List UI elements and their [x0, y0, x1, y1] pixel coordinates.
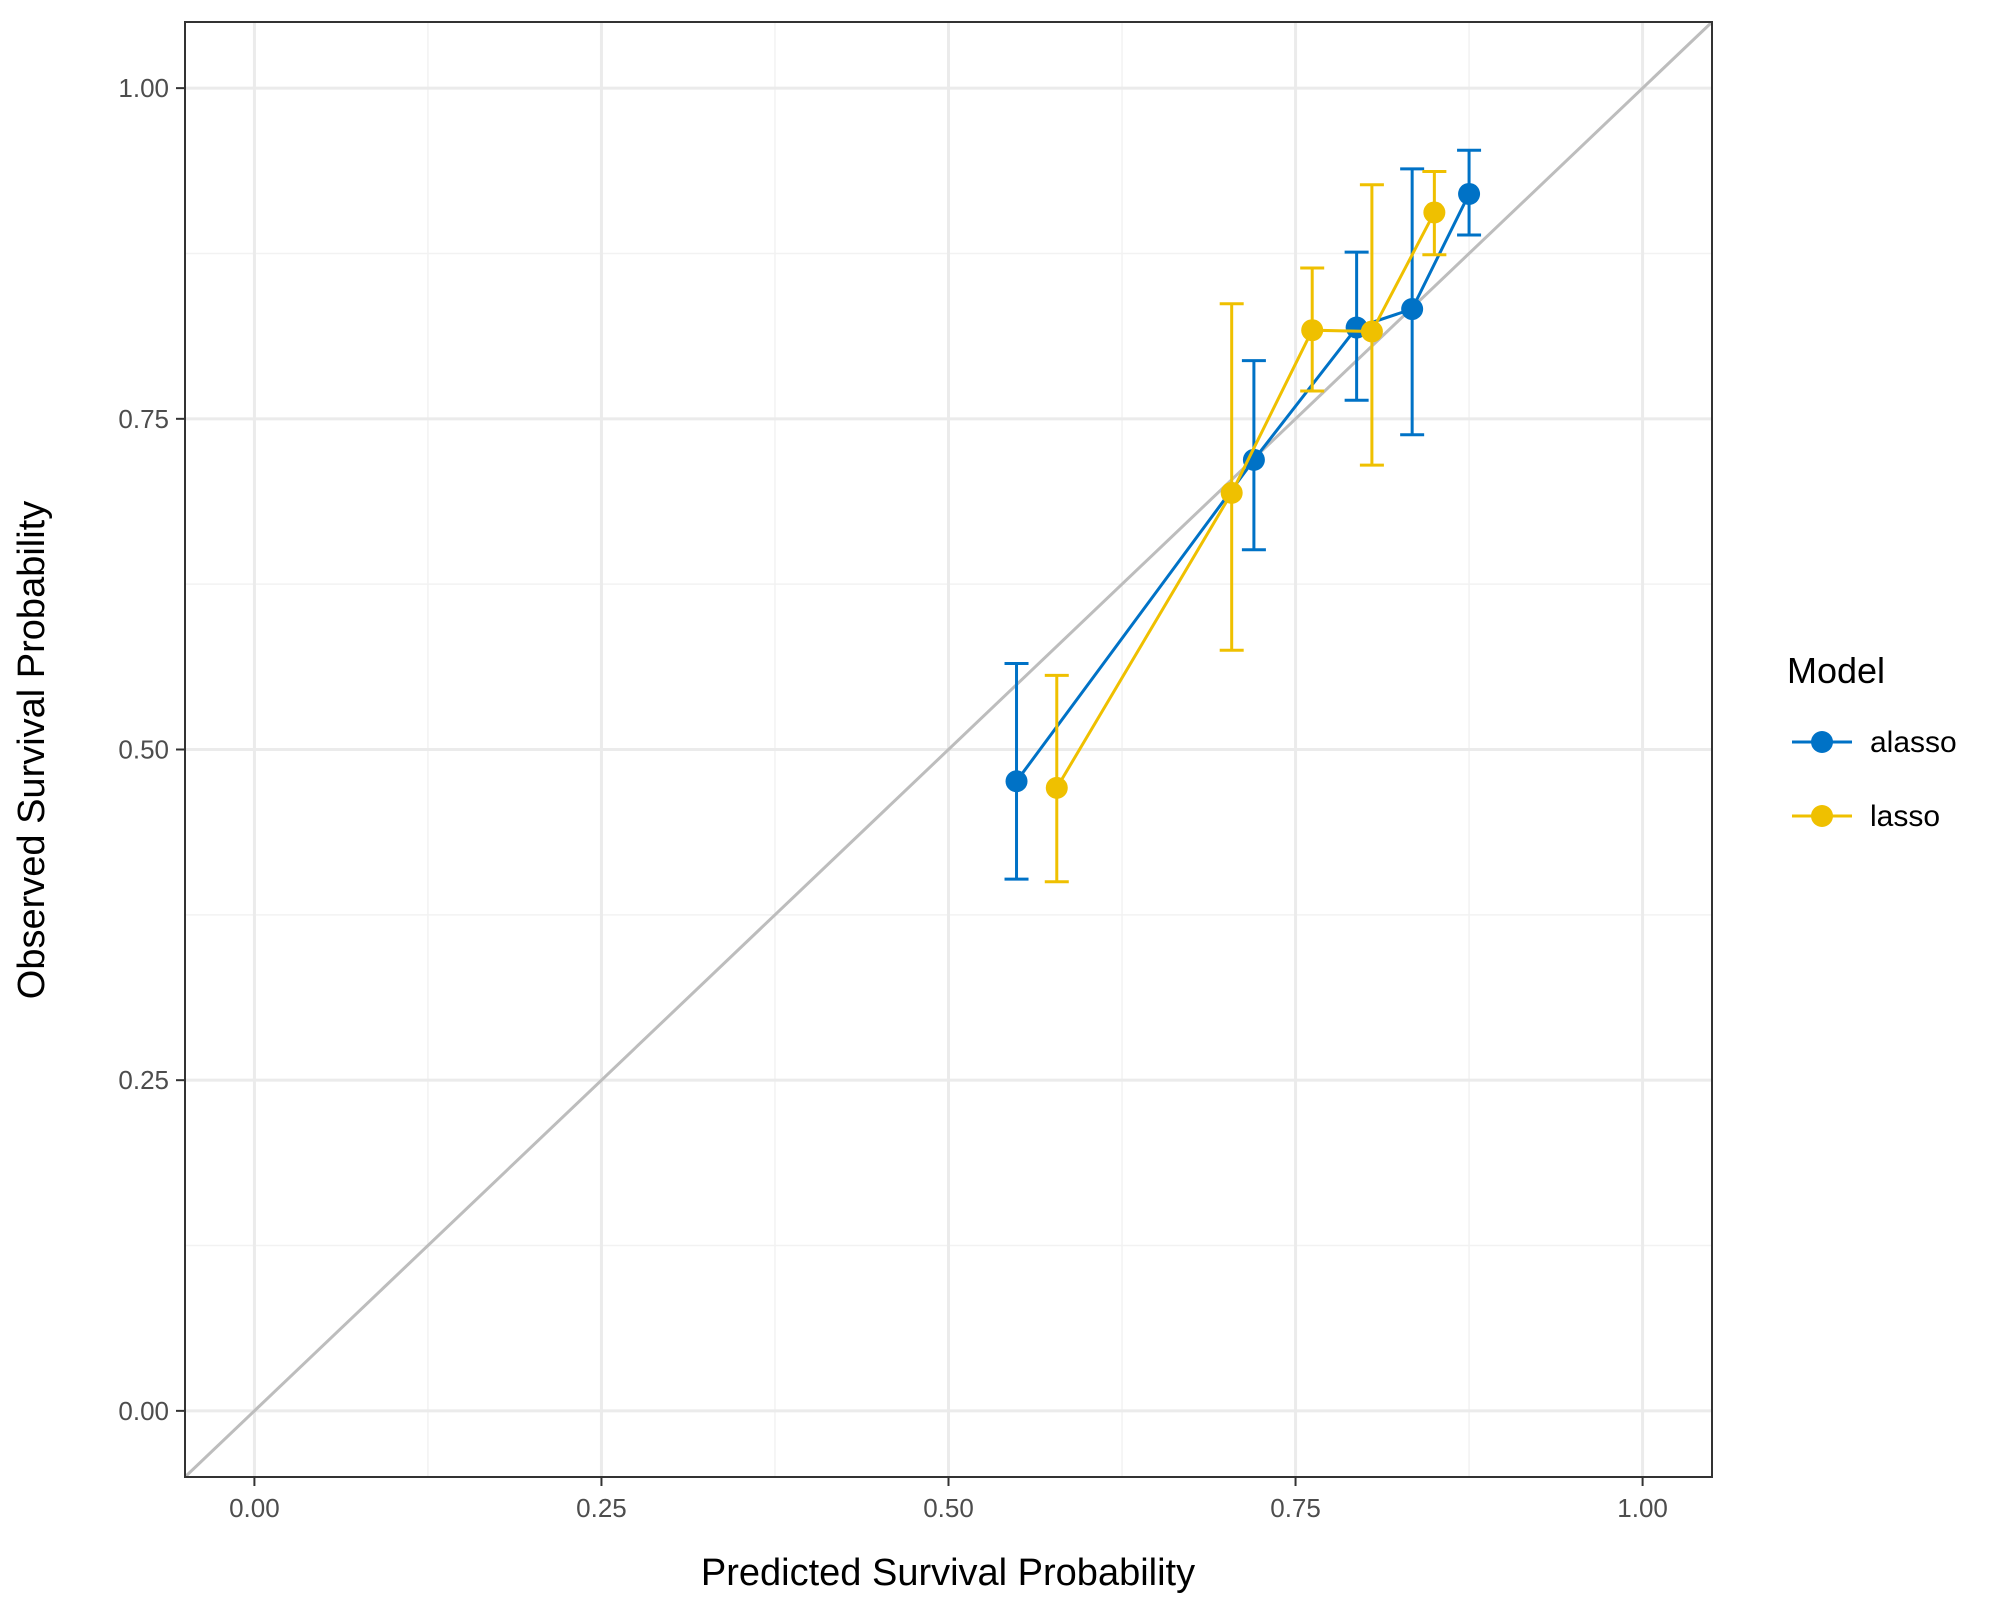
- data-point-lasso: [1360, 320, 1383, 343]
- legend-key-point: [1811, 731, 1833, 753]
- error-bar-lasso: [1219, 302, 1244, 652]
- legend-title: Model: [1787, 650, 1885, 691]
- y-tick-label: 0.25: [118, 1065, 169, 1095]
- legend-item-lasso: lasso: [1792, 800, 1940, 833]
- y-tick-label: 0.75: [118, 404, 169, 434]
- data-point-lasso: [1423, 201, 1446, 224]
- data-point-lasso: [1045, 776, 1068, 799]
- x-axis-title: Predicted Survival Probability: [701, 1552, 1195, 1594]
- data-point-lasso: [1220, 481, 1243, 504]
- x-tick-label: 0.75: [1270, 1493, 1321, 1523]
- x-axis: 0.00 0.25 0.50 0.75 1.00: [229, 1477, 1668, 1523]
- x-tick-label: 1.00: [1617, 1493, 1668, 1523]
- y-tick-label: 1.00: [118, 73, 169, 103]
- x-tick-label: 0.50: [923, 1493, 974, 1523]
- legend-key-point: [1811, 805, 1833, 827]
- legend-label: alasso: [1870, 726, 1957, 759]
- y-axis: 0.00 0.25 0.50 0.75 1.00: [118, 73, 185, 1426]
- x-tick-label: 0.00: [229, 1493, 280, 1523]
- legend: Model alasso lasso: [1787, 650, 1957, 833]
- y-tick-label: 0.50: [118, 735, 169, 765]
- y-tick-label: 0.00: [118, 1396, 169, 1426]
- legend-label: lasso: [1870, 800, 1940, 833]
- data-point-alasso: [1458, 182, 1481, 205]
- legend-item-alasso: alasso: [1792, 726, 1957, 759]
- plot-content: [185, 22, 1712, 1477]
- data-point-lasso: [1301, 319, 1324, 342]
- reference-diagonal-line: [185, 22, 1712, 1477]
- data-point-alasso: [1005, 770, 1028, 793]
- series-alasso: [1004, 148, 1482, 881]
- y-axis-title: Observed Survival Probability: [11, 501, 53, 999]
- data-point-alasso: [1242, 448, 1265, 471]
- x-tick-label: 0.25: [576, 1493, 627, 1523]
- series-lasso: [1044, 169, 1447, 884]
- data-point-alasso: [1401, 298, 1424, 321]
